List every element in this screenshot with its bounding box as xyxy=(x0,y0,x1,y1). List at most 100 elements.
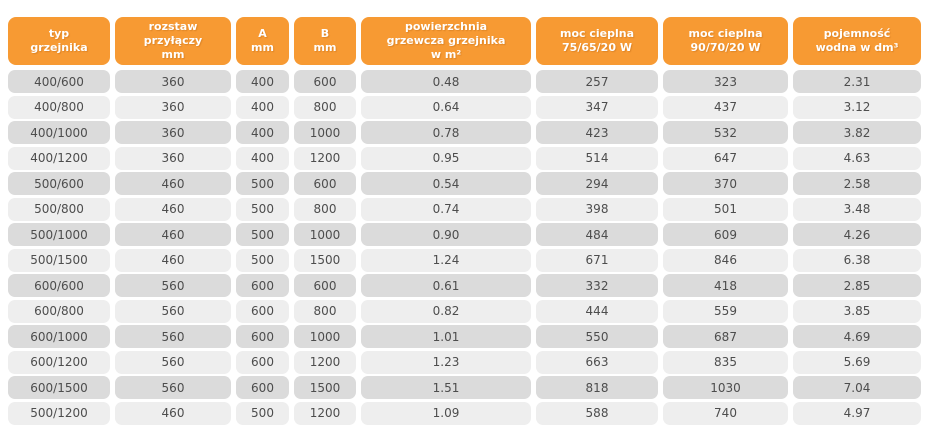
table-cell: 423 xyxy=(536,121,658,144)
table-cell: 514 xyxy=(536,146,658,170)
table-cell: 0.74 xyxy=(361,197,531,221)
table-cell: 1500 xyxy=(294,248,356,272)
table-cell: 1500 xyxy=(294,376,356,399)
table-cell: 500/800 xyxy=(8,197,110,221)
table-cell: 460 xyxy=(115,223,231,246)
table-cell: 0.82 xyxy=(361,299,531,323)
column-header-moc-cieplna-90: moc cieplna 90/70/20 W xyxy=(663,17,788,65)
table-cell: 0.54 xyxy=(361,172,531,195)
table-cell: 0.61 xyxy=(361,274,531,297)
table-cell: 588 xyxy=(536,401,658,425)
column-header-b-mm: B mm xyxy=(294,17,356,65)
table-cell: 5.69 xyxy=(793,350,921,374)
table-cell: 400/800 xyxy=(8,95,110,119)
table-cell: 347 xyxy=(536,95,658,119)
table-cell: 500/1000 xyxy=(8,223,110,246)
column-header-rozstaw-przylaczy: rozstaw przyłączy mm xyxy=(115,17,231,65)
table-cell: 600/800 xyxy=(8,299,110,323)
table-cell: 835 xyxy=(663,350,788,374)
table-cell: 560 xyxy=(115,325,231,348)
table-cell: 609 xyxy=(663,223,788,246)
column-header-moc-cieplna-75: moc cieplna 75/65/20 W xyxy=(536,17,658,65)
table-cell: 500 xyxy=(236,172,289,195)
table-cell: 360 xyxy=(115,70,231,93)
table-cell: 501 xyxy=(663,197,788,221)
table-cell: 2.31 xyxy=(793,70,921,93)
table-cell: 663 xyxy=(536,350,658,374)
table-cell: 4.26 xyxy=(793,223,921,246)
table-cell: 400/600 xyxy=(8,70,110,93)
table-cell: 500 xyxy=(236,223,289,246)
table-cell: 360 xyxy=(115,146,231,170)
table-cell: 818 xyxy=(536,376,658,399)
table-cell: 460 xyxy=(115,248,231,272)
table-row: 500/1200 460 500 1200 1.09 588 740 4.97 xyxy=(8,401,926,425)
table-cell: 800 xyxy=(294,197,356,221)
table-cell: 560 xyxy=(115,350,231,374)
table-cell: 0.48 xyxy=(361,70,531,93)
table-cell: 600/1000 xyxy=(8,325,110,348)
column-header-typ-grzejnika: typ grzejnika xyxy=(8,17,110,65)
column-header-powierzchnia-grzewcza: powierzchnia grzewcza grzejnika w m² xyxy=(361,17,531,65)
table-cell: 1000 xyxy=(294,223,356,246)
table-cell: 500 xyxy=(236,248,289,272)
table-cell: 500/600 xyxy=(8,172,110,195)
table-cell: 3.85 xyxy=(793,299,921,323)
table-cell: 400/1000 xyxy=(8,121,110,144)
table-cell: 1.09 xyxy=(361,401,531,425)
table-row: 400/800 360 400 800 0.64 347 437 3.12 xyxy=(8,95,926,119)
table-cell: 2.85 xyxy=(793,274,921,297)
table-cell: 600/1500 xyxy=(8,376,110,399)
table-cell: 1200 xyxy=(294,350,356,374)
table-cell: 400/1200 xyxy=(8,146,110,170)
table-cell: 500 xyxy=(236,197,289,221)
table-cell: 600 xyxy=(294,70,356,93)
table-cell: 600/600 xyxy=(8,274,110,297)
table-cell: 560 xyxy=(115,299,231,323)
column-header-a-mm: A mm xyxy=(236,17,289,65)
table-cell: 600 xyxy=(236,274,289,297)
table-row: 500/600 460 500 600 0.54 294 370 2.58 xyxy=(8,172,926,195)
table-cell: 500 xyxy=(236,401,289,425)
table-cell: 3.12 xyxy=(793,95,921,119)
table-cell: 846 xyxy=(663,248,788,272)
table-cell: 560 xyxy=(115,376,231,399)
table-cell: 1.51 xyxy=(361,376,531,399)
table-row: 500/1000 460 500 1000 0.90 484 609 4.26 xyxy=(8,223,926,246)
table-cell: 400 xyxy=(236,146,289,170)
table-cell: 0.95 xyxy=(361,146,531,170)
table-cell: 1000 xyxy=(294,121,356,144)
table-row: 600/1500 560 600 1500 1.51 818 1030 7.04 xyxy=(8,376,926,399)
table-header-row: typ grzejnika rozstaw przyłączy mm A mm … xyxy=(8,17,926,65)
table-cell: 600 xyxy=(294,274,356,297)
table-cell: 484 xyxy=(536,223,658,246)
table-cell: 0.90 xyxy=(361,223,531,246)
table-row: 400/600 360 400 600 0.48 257 323 2.31 xyxy=(8,70,926,93)
table-cell: 3.48 xyxy=(793,197,921,221)
table-cell: 6.38 xyxy=(793,248,921,272)
table-cell: 4.69 xyxy=(793,325,921,348)
table-row: 400/1000 360 400 1000 0.78 423 532 3.82 xyxy=(8,121,926,144)
table-cell: 360 xyxy=(115,95,231,119)
table-cell: 600/1200 xyxy=(8,350,110,374)
table-row: 500/1500 460 500 1500 1.24 671 846 6.38 xyxy=(8,248,926,272)
table-cell: 360 xyxy=(115,121,231,144)
table-cell: 437 xyxy=(663,95,788,119)
table-cell: 532 xyxy=(663,121,788,144)
table-cell: 600 xyxy=(294,172,356,195)
table-cell: 460 xyxy=(115,172,231,195)
table-cell: 1030 xyxy=(663,376,788,399)
table-cell: 500/1500 xyxy=(8,248,110,272)
table-cell: 600 xyxy=(236,299,289,323)
table-row: 600/600 560 600 600 0.61 332 418 2.85 xyxy=(8,274,926,297)
table-row: 600/800 560 600 800 0.82 444 559 3.85 xyxy=(8,299,926,323)
table-cell: 294 xyxy=(536,172,658,195)
table-cell: 1.24 xyxy=(361,248,531,272)
table-row: 600/1000 560 600 1000 1.01 550 687 4.69 xyxy=(8,325,926,348)
table-cell: 560 xyxy=(115,274,231,297)
table-cell: 332 xyxy=(536,274,658,297)
table-cell: 559 xyxy=(663,299,788,323)
table-cell: 647 xyxy=(663,146,788,170)
table-row: 600/1200 560 600 1200 1.23 663 835 5.69 xyxy=(8,350,926,374)
